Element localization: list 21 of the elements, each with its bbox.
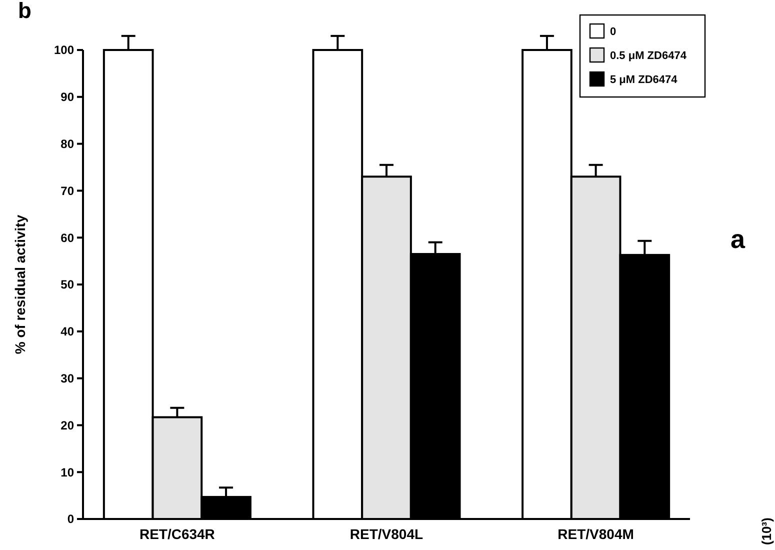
y-tick-label: 100 (54, 43, 74, 58)
text: a (730, 224, 746, 254)
legend-label: 5 μM ZD6474 (610, 74, 678, 86)
y-tick-label: 50 (60, 278, 74, 292)
y-axis-title: % of residual activity (12, 214, 28, 354)
y-tick-label: 80 (60, 137, 74, 151)
y-tick-label: 20 (60, 418, 74, 432)
y-tick-label: 90 (60, 90, 74, 104)
y-tick-label: 70 (60, 184, 74, 198)
y-tick-label: 30 (60, 372, 74, 386)
y-tick-label: 60 (60, 230, 74, 245)
text: (10³) (759, 518, 774, 545)
text: b (18, 0, 32, 23)
y-tick-label: 10 (60, 465, 74, 480)
x-tick-label: RET/V804M (558, 526, 634, 542)
legend-label: 0.5 μM ZD6474 (610, 50, 688, 62)
x-tick-label: RET/V804L (350, 526, 424, 542)
x-tick-label: RET/C634R (139, 526, 215, 542)
legend-label: 0 (610, 26, 616, 38)
y-tick-label: 0 (67, 512, 74, 526)
y-tick-label: 40 (60, 324, 74, 339)
